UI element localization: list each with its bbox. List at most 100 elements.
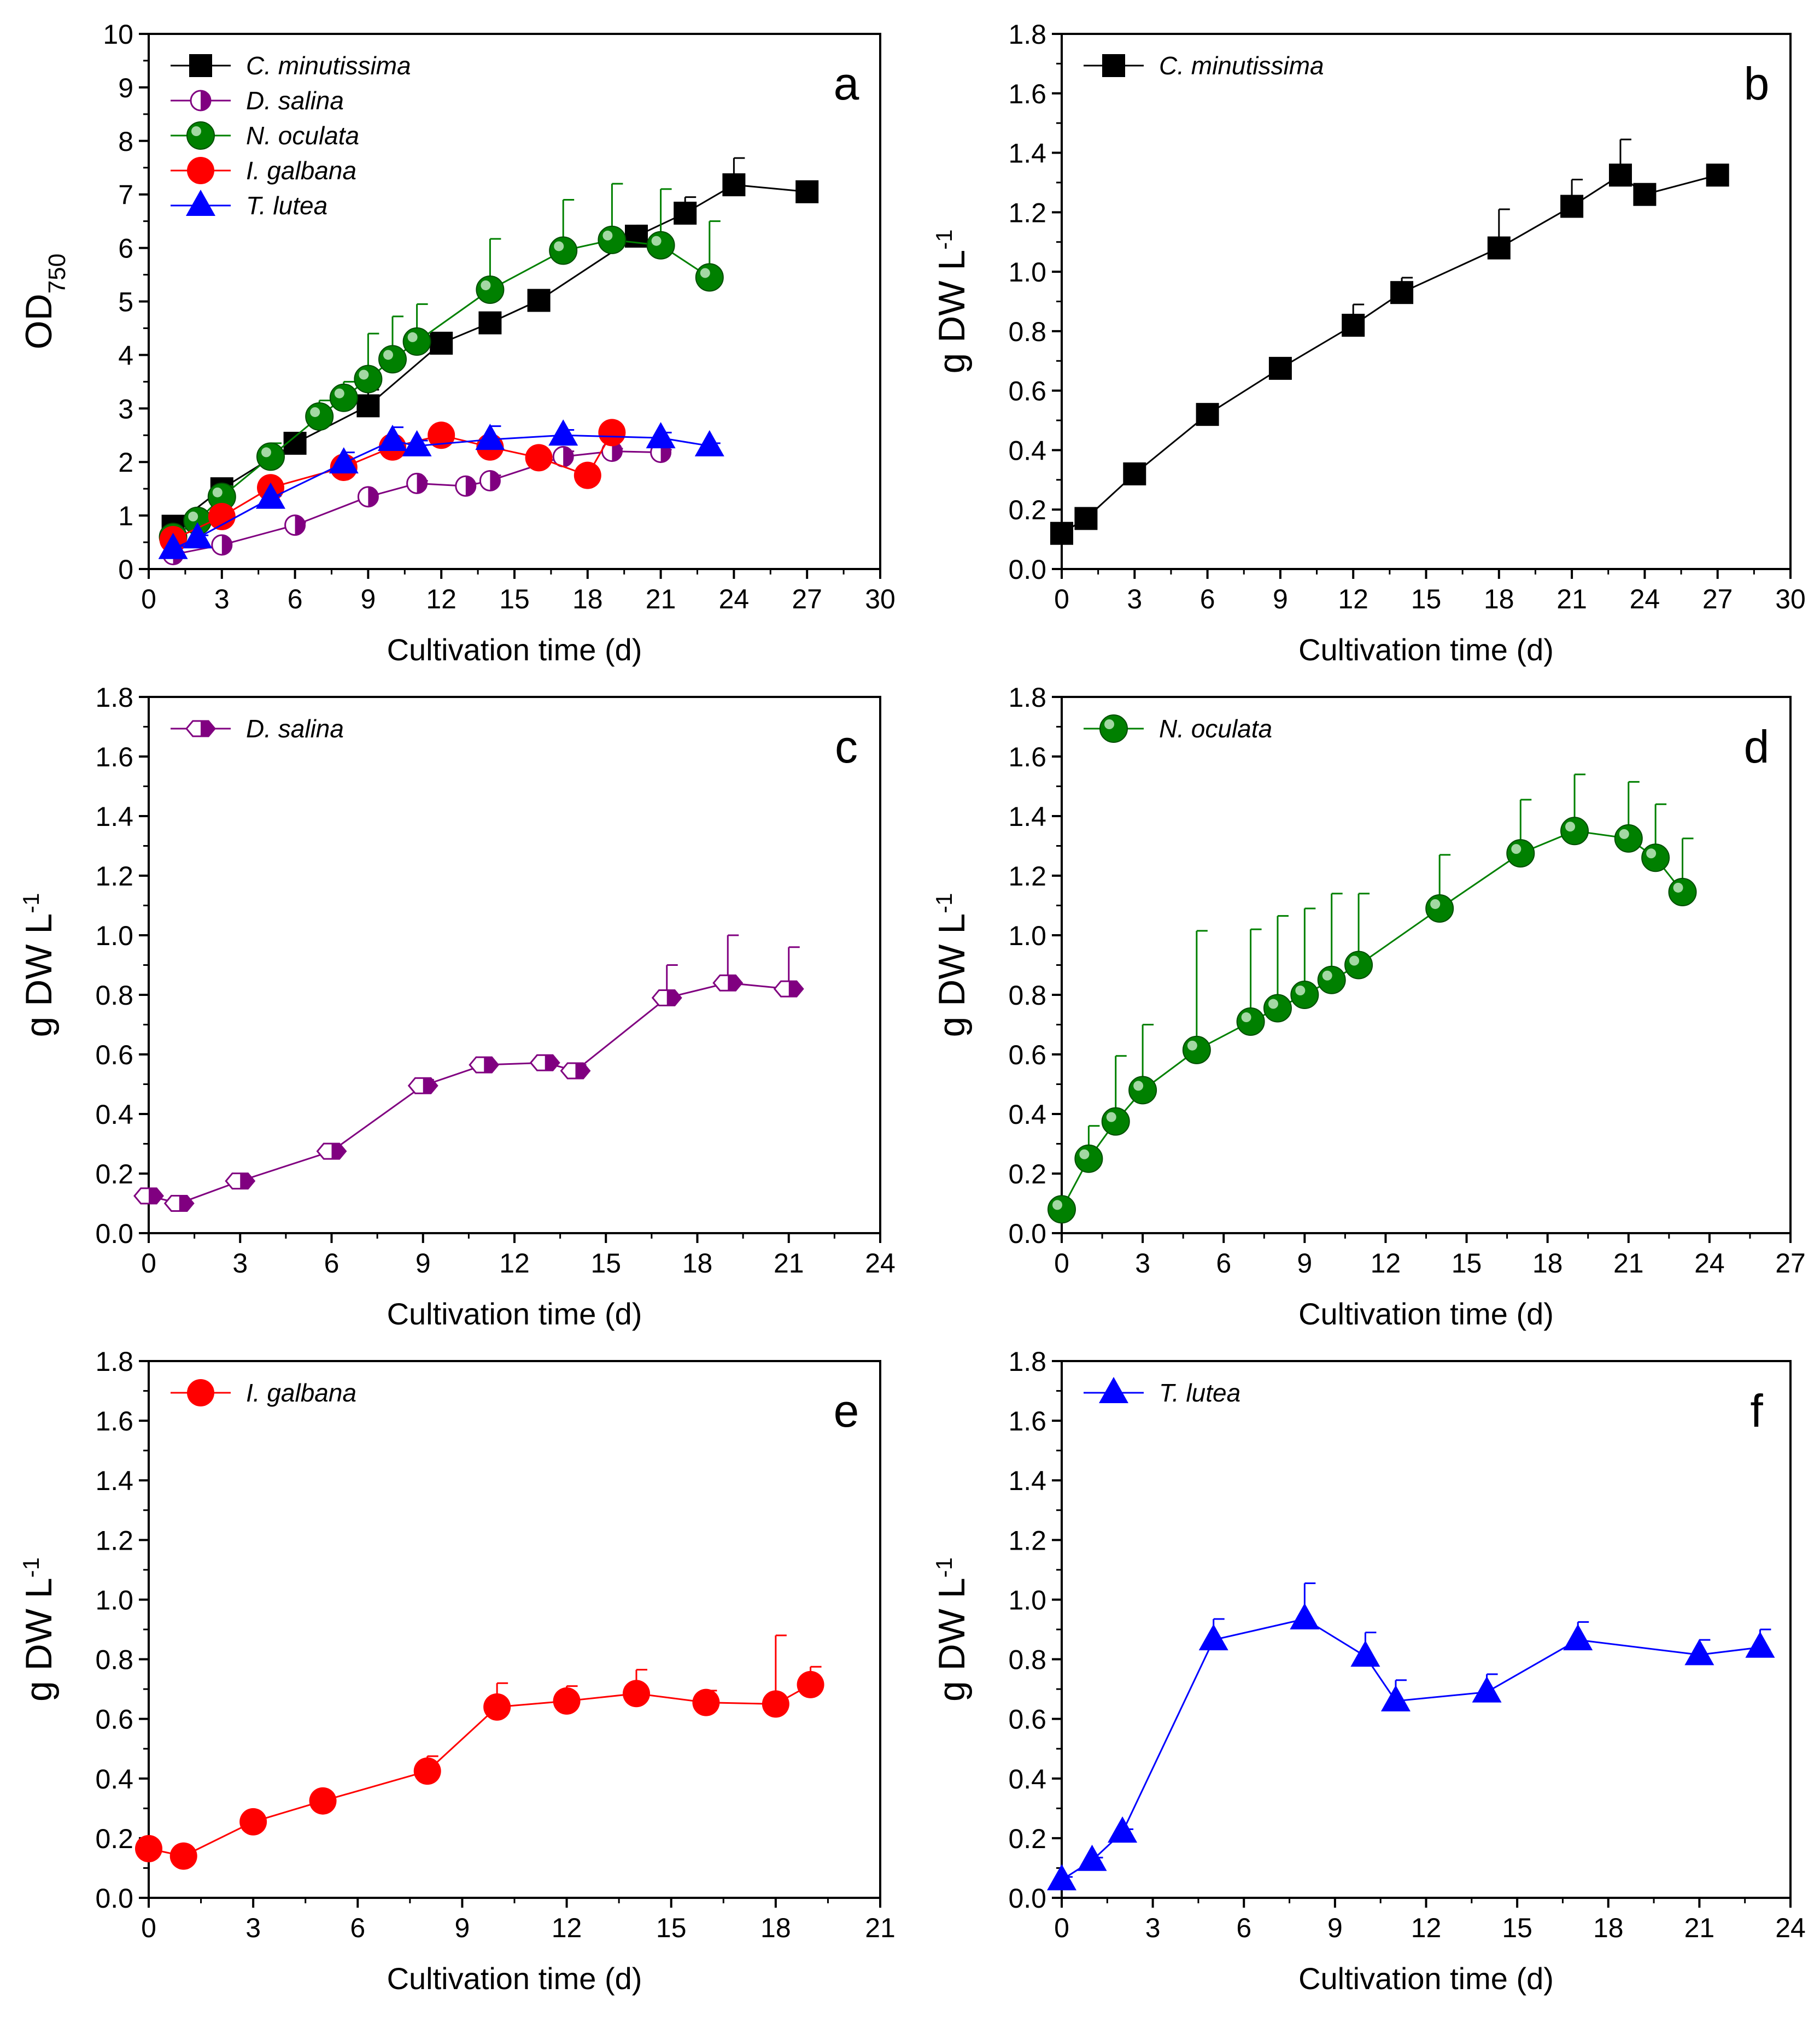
data-point: [479, 470, 501, 491]
y-tick-label: 0.2: [1008, 495, 1046, 525]
y-tick-label: 1.4: [1008, 138, 1046, 169]
data-point-body: [695, 263, 724, 292]
x-tick-label: 9: [1273, 584, 1288, 614]
y-axis-title-main: g DW L: [931, 913, 973, 1037]
data-point-fill: [240, 1173, 255, 1189]
x-tick-label: 24: [1775, 1913, 1806, 1943]
y-tick-label: 1.0: [1008, 1585, 1046, 1615]
x-tick-label: 21: [774, 1248, 804, 1279]
data-point: [548, 419, 578, 446]
data-point-highlight: [1241, 1012, 1251, 1023]
x-tick-label: 27: [792, 584, 822, 614]
x-tick-label: 3: [1145, 1913, 1161, 1943]
data-point-body: [1263, 994, 1292, 1023]
y-tick-label: 0.0: [95, 1883, 133, 1914]
data-point: [694, 430, 724, 456]
data-point: [1390, 281, 1414, 304]
legend-marker: [186, 190, 215, 216]
data-point-highlight: [1646, 848, 1657, 859]
x-axis-title: Cultivation time (d): [387, 632, 642, 667]
data-point-highlight: [1511, 844, 1521, 854]
series-t--lutea: [158, 419, 724, 559]
legend-marker: [1099, 714, 1128, 743]
y-axis-title: g DW L-1: [931, 1557, 973, 1702]
y-tick-label: 1.2: [1008, 197, 1046, 228]
legend-label: N. oculata: [1159, 714, 1272, 743]
x-tick-label: 27: [1702, 584, 1733, 614]
x-tick-label: 3: [214, 584, 230, 614]
legend-marker: [190, 90, 212, 112]
data-point: [478, 311, 502, 335]
data-point: [329, 383, 358, 412]
data-point: [623, 1680, 650, 1708]
data-point: [1425, 894, 1454, 923]
y-tick-label: 1.4: [95, 801, 133, 832]
data-point: [646, 231, 675, 260]
data-point: [169, 1842, 197, 1870]
data-point: [1684, 1639, 1714, 1666]
data-point: [1236, 1007, 1265, 1036]
legend-marker-highlight: [1104, 719, 1114, 729]
data-point: [1668, 877, 1697, 906]
y-axis-title-main: g DW L: [931, 1578, 973, 1702]
x-tick-label: 12: [1338, 584, 1368, 614]
data-point: [256, 482, 285, 509]
x-tick-label: 15: [499, 584, 530, 614]
y-axis-title-main: g DW L: [18, 1578, 60, 1702]
panel-c: 0 3 6 9 12 15 18 21 24 0.0 0.2 0.4 0.6 0.8 1.0 1.2 1.4 1.…: [18, 682, 896, 1331]
y-axis-title-superscript: -1: [931, 1557, 957, 1578]
data-point-body: [1614, 824, 1643, 853]
x-tick-label: 15: [1452, 1248, 1482, 1279]
data-point-body: [476, 275, 505, 304]
y-tick-label: 9: [118, 73, 133, 103]
y-tick-label: 1.4: [95, 1465, 133, 1496]
data-point-highlight: [261, 447, 271, 458]
data-point-body: [1560, 817, 1589, 846]
data-point: [483, 1693, 511, 1721]
y-tick-label: 4: [118, 340, 133, 371]
data-point-body: [1290, 981, 1319, 1009]
data-point: [402, 327, 431, 356]
data-point: [1745, 1631, 1775, 1658]
data-point: [1633, 183, 1657, 206]
series-t--lutea: [1047, 1582, 1775, 1891]
y-tick-label: 1.2: [1008, 861, 1046, 892]
y-tick-label: 0.0: [95, 1218, 133, 1249]
data-point: [549, 236, 578, 265]
x-tick-label: 24: [865, 1248, 896, 1279]
panel-letter: b: [1744, 58, 1770, 109]
data-point-body: [1128, 1076, 1157, 1105]
data-point: [1563, 1624, 1593, 1651]
data-point: [309, 1787, 337, 1815]
legend-marker: [187, 157, 214, 184]
data-point-fill: [368, 486, 378, 507]
x-tick-label: 15: [590, 1248, 621, 1279]
y-tick-label: 0: [118, 554, 133, 585]
x-tick-label: 3: [245, 1913, 261, 1943]
panel-f: 0 3 6 9 12 15 18 21 24 0.0 0.2 0.4 0.6 0.8 1.0 1.2 1.4 1.…: [931, 1346, 1806, 1996]
data-point: [1560, 817, 1589, 846]
data-point-highlight: [1106, 1112, 1116, 1122]
x-tick-label: 6: [1216, 1248, 1231, 1279]
y-tick-label: 1.2: [95, 861, 133, 892]
series-c--minutissima: [1050, 138, 1729, 545]
data-point-highlight: [1673, 882, 1683, 893]
data-point-fill: [149, 1188, 163, 1204]
data-point: [402, 430, 432, 456]
y-tick-label: 1.6: [95, 742, 133, 772]
x-tick-label: 9: [416, 1248, 431, 1279]
x-tick-label: 0: [1054, 584, 1069, 614]
panel-letter: f: [1750, 1385, 1763, 1436]
data-point: [1047, 1195, 1076, 1224]
data-point: [1074, 1144, 1103, 1173]
data-point-highlight: [1079, 1149, 1090, 1159]
data-point-fill: [728, 975, 742, 991]
y-axis-title-superscript: -1: [931, 893, 957, 913]
data-point: [1123, 462, 1146, 485]
x-axis-title: Cultivation time (d): [1298, 632, 1554, 667]
data-point: [1268, 356, 1292, 380]
data-point: [651, 989, 682, 1006]
data-point-fill: [331, 1144, 346, 1159]
